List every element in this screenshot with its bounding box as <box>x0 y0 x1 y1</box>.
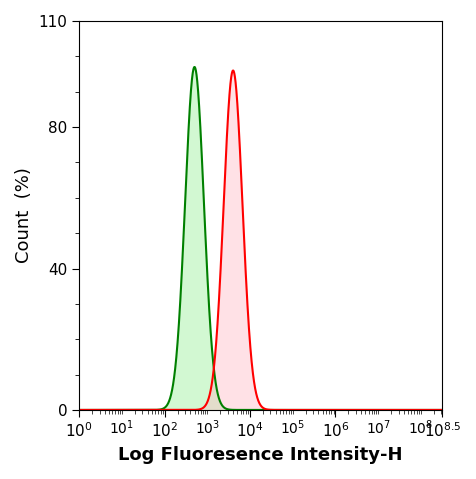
X-axis label: Log Fluoresence Intensity-H: Log Fluoresence Intensity-H <box>119 446 403 464</box>
Y-axis label: Count  (%): Count (%) <box>15 168 33 263</box>
